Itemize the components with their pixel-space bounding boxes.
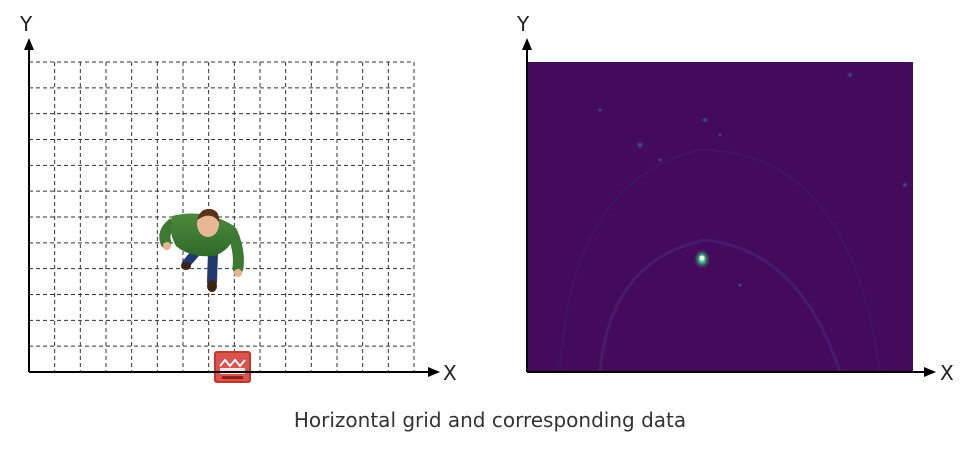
- left-axes: [28, 46, 432, 373]
- figure-caption: Horizontal grid and corresponding data: [293, 408, 687, 432]
- right-y-axis-label: Y: [516, 12, 530, 36]
- person-walking-top-view-icon: [159, 208, 244, 292]
- left-x-arrowhead: [428, 367, 440, 377]
- radar-sensor-icon: [214, 351, 251, 383]
- dashed-grid: [29, 61, 415, 372]
- right-x-arrowhead: [924, 367, 936, 377]
- left-panel: Y X: [19, 12, 457, 385]
- right-y-arrowhead: [522, 38, 532, 50]
- right-axes: [526, 46, 928, 373]
- left-y-axis-label: Y: [19, 12, 33, 36]
- radar-heatmap-icon: [527, 62, 913, 373]
- left-x-axis-label: X: [443, 361, 457, 385]
- right-panel: Y X: [516, 12, 954, 385]
- left-y-arrowhead: [24, 38, 34, 50]
- right-x-axis-label: X: [940, 361, 954, 385]
